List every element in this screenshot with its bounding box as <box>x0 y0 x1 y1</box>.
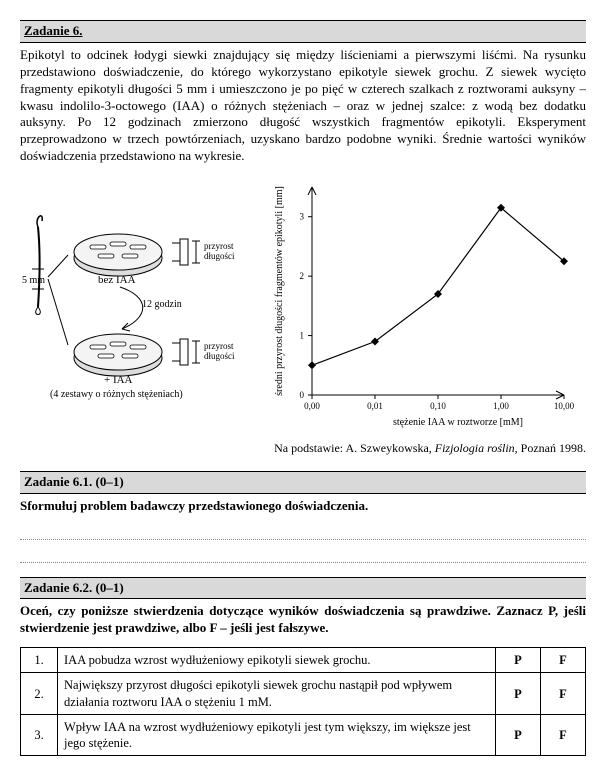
svg-text:0,00: 0,00 <box>304 401 320 411</box>
svg-text:+ IAA: + IAA <box>104 374 133 386</box>
svg-text:2: 2 <box>300 271 305 281</box>
sub61-prompt: Sformułuj problem badawczy przedstawione… <box>20 498 586 515</box>
answer-line <box>20 548 586 563</box>
svg-text:0: 0 <box>300 390 305 400</box>
row-number: 1. <box>21 648 58 673</box>
svg-text:10,00: 10,00 <box>554 401 574 411</box>
sub62-header: Zadanie 6.2. (0–1) <box>20 577 586 600</box>
choice-F[interactable]: F <box>541 648 586 673</box>
row-statement: IAA pobudza wzrost wydłużeniowy epikotyl… <box>58 648 496 673</box>
figure-row: 5 mm bez IAA + IAA (4 zestawy o różnych stę… <box>20 177 586 437</box>
row-number: 3. <box>21 714 58 756</box>
svg-text:1,00: 1,00 <box>493 401 509 411</box>
sub61-header: Zadanie 6.1. (0–1) <box>20 471 586 494</box>
table-row: 1.IAA pobudza wzrost wydłużeniowy epikot… <box>21 648 586 673</box>
svg-text:(4 zestawy o różnych stężeniac: (4 zestawy o różnych stężeniach) <box>50 389 183 400</box>
svg-text:0,10: 0,10 <box>430 401 446 411</box>
caption-text: Na podstawie: A. Szweykowska, Fizjologia… <box>274 441 586 455</box>
sub62-prompt: Oceń, czy poniższe stwierdzenia dotycząc… <box>20 603 586 637</box>
svg-text:5 mm: 5 mm <box>22 275 45 286</box>
row-statement: Wpływ IAA na wzrost wydłużeniowy epikoty… <box>58 714 496 756</box>
experiment-diagram: 5 mm bez IAA + IAA (4 zestawy o różnych stę… <box>20 197 260 417</box>
choice-P[interactable]: P <box>496 648 541 673</box>
figure-caption: Na podstawie: A. Szweykowska, Fizjologia… <box>20 441 586 457</box>
svg-text:przyrostdługości: przyrostdługości <box>204 241 235 261</box>
task6-header: Zadanie 6. <box>20 20 586 43</box>
svg-text:bez IAA: bez IAA <box>98 274 136 286</box>
choice-P[interactable]: P <box>496 714 541 756</box>
row-number: 2. <box>21 673 58 715</box>
svg-text:12 godzin: 12 godzin <box>142 299 182 310</box>
svg-text:przyrostdługości: przyrostdługości <box>204 341 235 361</box>
task6-body: Epikotyl to odcinek łodygi siewki znajdu… <box>20 47 586 165</box>
svg-text:1: 1 <box>300 331 305 341</box>
svg-text:średni przyrost długości fragm: średni przyrost długości fragmentów epik… <box>274 186 285 396</box>
table-row: 3.Wpływ IAA na wzrost wydłużeniowy epiko… <box>21 714 586 756</box>
true-false-table: 1.IAA pobudza wzrost wydłużeniowy epikot… <box>20 647 586 756</box>
choice-F[interactable]: F <box>541 673 586 715</box>
choice-F[interactable]: F <box>541 714 586 756</box>
table-row: 2.Największy przyrost długości epikotyli… <box>21 673 586 715</box>
choice-P[interactable]: P <box>496 673 541 715</box>
answer-line <box>20 525 586 540</box>
line-chart: 0 1 2 3 0,00 0,01 0,10 1,00 10,00 stężenie IAA w … <box>264 177 574 437</box>
row-statement: Największy przyrost długości epikotyli s… <box>58 673 496 715</box>
svg-text:3: 3 <box>300 212 305 222</box>
svg-text:stężenie IAA w roztworze [mM]: stężenie IAA w roztworze [mM] <box>393 417 523 428</box>
svg-text:0,01: 0,01 <box>367 401 383 411</box>
